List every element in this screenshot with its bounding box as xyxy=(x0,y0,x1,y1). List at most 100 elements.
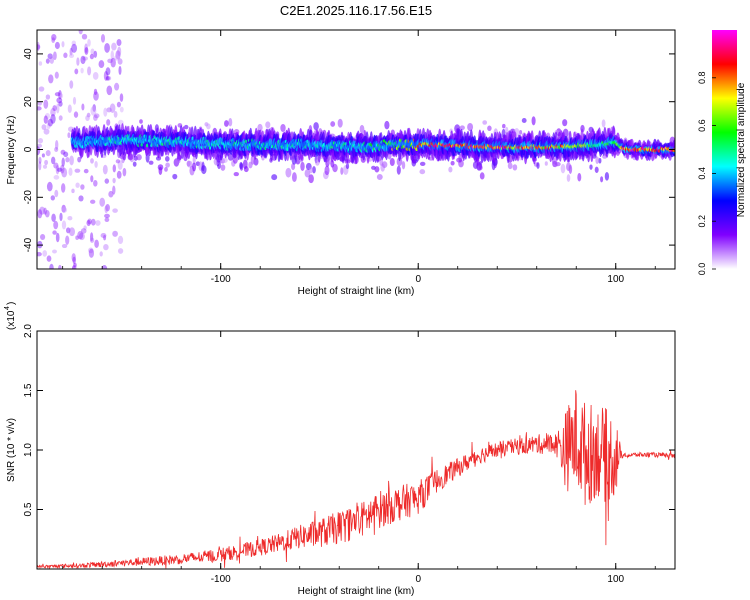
snr-marks xyxy=(37,390,675,569)
spectrogram-noise-blob xyxy=(359,124,365,134)
spectrogram-noise-blob xyxy=(37,251,42,257)
spectrogram-noise-blob xyxy=(45,149,51,157)
spectrogram-noise-blob xyxy=(48,74,54,84)
spectrogram-noise-blob xyxy=(37,41,40,51)
spectrogram-noise-blob xyxy=(51,34,57,41)
spectrogram-noise-blob xyxy=(300,161,305,171)
spectrogram-noise-blob xyxy=(46,181,53,192)
spectrogram-noise-blob xyxy=(114,54,121,61)
spectrogram-noise-blob xyxy=(604,172,610,181)
spectrogram-noise-blob xyxy=(117,248,124,254)
colorbar-tick-label: 0.4 xyxy=(697,167,707,180)
spectrogram-noise-blob xyxy=(112,185,116,195)
spectrogram-noise-blob xyxy=(105,204,110,212)
spectrogram-noise-blob xyxy=(69,155,74,166)
spectrogram-noise-blob xyxy=(103,107,108,117)
spectrogram-noise-blob xyxy=(117,160,123,170)
colorbar-ticks: 0.0 0.2 0.4 0.6 0.8 xyxy=(697,72,716,275)
spectrogram-noise-blob xyxy=(53,220,59,230)
spectrogram-noise-blob xyxy=(324,165,330,176)
spectrogram-noise-blob xyxy=(106,107,112,113)
spectrogram-noise-blob xyxy=(60,149,66,155)
spectrogram-noise-blob xyxy=(69,80,74,89)
spectrogram-noise-blob xyxy=(90,158,94,164)
spectrogram-noise-blob xyxy=(192,162,197,172)
spectrogram-noise-blob xyxy=(45,113,50,120)
spectrogram-noise-blob xyxy=(615,151,620,156)
spectrogram-noise-blob xyxy=(119,106,124,113)
spectrogram-noise-blob xyxy=(419,169,426,175)
spectrogram-noise-blob xyxy=(61,220,67,230)
spectrogram-noise-blob xyxy=(105,75,112,81)
spectrogram-noise-blob xyxy=(401,161,406,170)
spectrogram-noise-blob xyxy=(81,103,85,111)
spectrogram-noise-blob xyxy=(90,199,96,204)
spectrogram-noise-blob xyxy=(381,161,388,168)
spectrogram-noise-blob xyxy=(117,58,123,65)
spectrogram-noise-blob xyxy=(594,166,599,173)
spectrogram-noise-blob xyxy=(67,132,71,139)
spectrogram-noise-blob xyxy=(330,121,336,127)
spectrogram-noise-blob xyxy=(81,33,88,40)
snr-series-line xyxy=(37,390,675,569)
spectrogram-noise-blob xyxy=(80,184,85,190)
spectrogram-noise-blob xyxy=(41,124,47,130)
spectrogram-noise-blob xyxy=(54,41,60,50)
snr-x-tick-label: 100 xyxy=(607,574,624,585)
spectrogram-noise-blob xyxy=(68,167,73,176)
spectrogram-noise-blob xyxy=(88,247,94,254)
spectrogram-noise-blob xyxy=(52,230,57,235)
spectrogram-noise-blob xyxy=(44,159,49,166)
spectrogram-noise-blob xyxy=(73,262,77,268)
spectrogram-noise-blob xyxy=(113,111,118,118)
spectrogram-noise-blob xyxy=(75,182,80,188)
spectrogram-noise-blob xyxy=(86,112,91,118)
spectrogram-noise-blob xyxy=(312,166,316,174)
spectrogram-noise-blob xyxy=(55,103,60,114)
snr-x-tick-label: 0 xyxy=(415,574,421,585)
spectrogram-noise-blob xyxy=(47,53,53,60)
spectrogram-noise-blob xyxy=(55,165,60,175)
spectrogram-noise-blob xyxy=(309,167,313,174)
spectrogram-panel: -100 0 100 -40 -20 0 20 40 Height of straight … xyxy=(6,29,676,297)
snr-y-multiplier-exponent: 4 xyxy=(4,306,11,310)
spectrogram-noise-blob xyxy=(104,178,110,184)
spectrogram-noise-blob xyxy=(43,115,48,124)
spectrogram-noise-blob xyxy=(90,48,95,55)
spectrogram-noise-blob xyxy=(165,162,170,168)
spectrogram-noise-blob xyxy=(50,114,56,124)
spectrogram-noise-blob xyxy=(115,159,121,164)
spectrogram-x-axis: -100 0 100 xyxy=(62,30,656,285)
spectrogram-noise-blob xyxy=(38,86,45,92)
spectrogram-noise-blob xyxy=(487,125,492,132)
spectrogram-noise-blob xyxy=(239,162,243,169)
spectrogram-noise-blob xyxy=(164,167,168,172)
spectrogram-noise-blob xyxy=(37,137,44,144)
spectrogram-noise-blob xyxy=(253,157,259,166)
spectrogram-noise-blob xyxy=(101,265,108,269)
spectrogram-noise-blob xyxy=(63,151,69,158)
spectrogram-noise-blob xyxy=(118,65,122,75)
spectrogram-noise-blob xyxy=(502,123,506,129)
spectrogram-noise-blob xyxy=(109,103,116,114)
spectrogram-noise-blob xyxy=(56,97,63,104)
spectrogram-noise-blob xyxy=(38,161,42,171)
spectrogram-noise-blob xyxy=(204,122,209,127)
spectrogram-noise-blob xyxy=(122,167,127,177)
spectrogram-noise-blob xyxy=(71,43,78,53)
spectrogram-noise-blob xyxy=(47,118,54,127)
snr-y-multiplier: (x10 4 ) xyxy=(4,302,17,330)
spectrogram-noise-blob xyxy=(102,164,108,175)
spectrogram-noise-blob xyxy=(72,264,77,269)
snr-y-multiplier-base: (x10 xyxy=(6,310,17,330)
spectrogram-noise-blob xyxy=(93,91,99,101)
spectrogram-noise-blob xyxy=(93,114,98,121)
spectrogram-noise-blob xyxy=(43,99,49,109)
spectrogram-noise-blob xyxy=(448,166,453,173)
spectrogram-noise-blob xyxy=(37,209,43,219)
spectrogram-noise-blob xyxy=(112,164,116,173)
spectrogram-noise-blob xyxy=(98,60,105,69)
spectrogram-noise-blob xyxy=(566,174,571,182)
spectrogram-band-cell xyxy=(672,139,675,151)
spectrogram-noise-blob xyxy=(72,256,76,264)
